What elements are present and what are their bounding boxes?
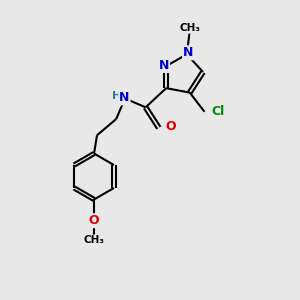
Text: N: N — [183, 46, 194, 59]
Text: N: N — [119, 92, 130, 104]
Text: H: H — [112, 91, 122, 100]
Text: Cl: Cl — [211, 105, 224, 118]
Text: N: N — [159, 59, 169, 72]
Text: O: O — [89, 214, 99, 227]
Text: CH₃: CH₃ — [84, 236, 105, 245]
Text: O: O — [165, 120, 176, 133]
Text: CH₃: CH₃ — [180, 23, 201, 33]
